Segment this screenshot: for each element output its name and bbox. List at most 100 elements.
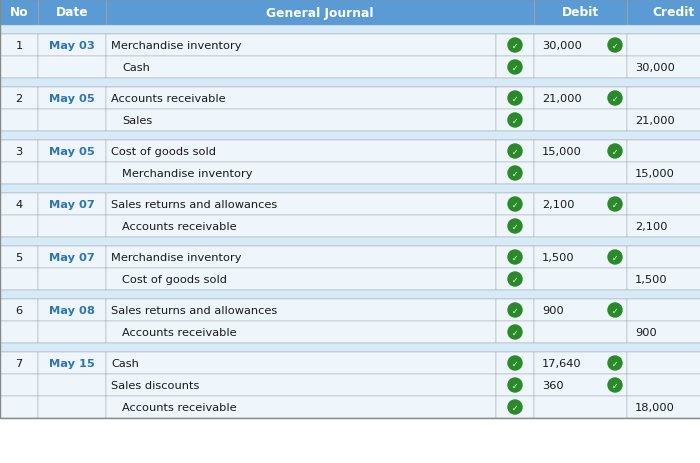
Text: Accounts receivable: Accounts receivable bbox=[122, 402, 237, 412]
Bar bbox=[38, 321, 106, 343]
Text: Sales: Sales bbox=[122, 116, 153, 126]
Text: Sales returns and allowances: Sales returns and allowances bbox=[111, 200, 277, 210]
Text: ✓: ✓ bbox=[512, 63, 518, 72]
Circle shape bbox=[508, 61, 522, 75]
Bar bbox=[106, 352, 496, 374]
Bar bbox=[0, 131, 700, 141]
Bar bbox=[627, 141, 700, 163]
Text: May 05: May 05 bbox=[49, 94, 95, 104]
Bar bbox=[627, 194, 700, 216]
Text: ✓: ✓ bbox=[612, 41, 618, 50]
Circle shape bbox=[608, 356, 622, 370]
Bar bbox=[106, 57, 496, 79]
Bar bbox=[627, 57, 700, 79]
Bar bbox=[534, 35, 627, 57]
Bar bbox=[627, 216, 700, 238]
Circle shape bbox=[608, 198, 622, 212]
Bar bbox=[0, 57, 38, 79]
Bar bbox=[627, 352, 700, 374]
Bar bbox=[106, 300, 496, 321]
Bar bbox=[0, 35, 38, 57]
Bar bbox=[106, 35, 496, 57]
Text: ✓: ✓ bbox=[512, 253, 518, 262]
Circle shape bbox=[608, 250, 622, 264]
Bar bbox=[534, 88, 627, 110]
Text: Cash: Cash bbox=[122, 63, 150, 73]
Text: Merchandise inventory: Merchandise inventory bbox=[122, 169, 253, 179]
Bar bbox=[534, 57, 627, 79]
Text: 2,100: 2,100 bbox=[635, 221, 668, 232]
Text: ✓: ✓ bbox=[612, 147, 618, 156]
Text: Accounts receivable: Accounts receivable bbox=[111, 94, 225, 104]
Bar bbox=[0, 290, 700, 300]
Text: 1: 1 bbox=[15, 41, 22, 51]
Text: 5: 5 bbox=[15, 252, 22, 263]
Bar bbox=[627, 35, 700, 57]
Bar bbox=[38, 194, 106, 216]
Text: ✓: ✓ bbox=[512, 94, 518, 103]
Bar bbox=[38, 163, 106, 185]
Bar bbox=[38, 246, 106, 269]
Bar bbox=[0, 238, 700, 246]
Text: 7: 7 bbox=[15, 358, 22, 368]
Bar bbox=[106, 88, 496, 110]
Bar bbox=[496, 300, 534, 321]
Bar bbox=[0, 396, 38, 418]
Bar bbox=[627, 163, 700, 185]
Text: ✓: ✓ bbox=[612, 200, 618, 209]
Bar bbox=[0, 321, 38, 343]
Bar bbox=[106, 374, 496, 396]
Bar bbox=[0, 246, 38, 269]
Bar bbox=[496, 216, 534, 238]
Circle shape bbox=[508, 198, 522, 212]
Bar bbox=[534, 321, 627, 343]
Bar bbox=[627, 88, 700, 110]
Text: ✓: ✓ bbox=[612, 359, 618, 368]
Bar bbox=[0, 26, 700, 35]
Circle shape bbox=[608, 92, 622, 106]
Text: Accounts receivable: Accounts receivable bbox=[122, 221, 237, 232]
Bar bbox=[106, 110, 496, 131]
Circle shape bbox=[508, 356, 522, 370]
Text: 1,500: 1,500 bbox=[542, 252, 575, 263]
Text: Sales returns and allowances: Sales returns and allowances bbox=[111, 305, 277, 315]
Bar bbox=[106, 269, 496, 290]
Circle shape bbox=[508, 250, 522, 264]
Text: No: No bbox=[10, 6, 28, 19]
Text: 30,000: 30,000 bbox=[635, 63, 675, 73]
Text: Merchandise inventory: Merchandise inventory bbox=[111, 252, 242, 263]
Bar bbox=[534, 269, 627, 290]
Bar bbox=[38, 35, 106, 57]
Bar bbox=[496, 396, 534, 418]
Text: May 08: May 08 bbox=[49, 305, 95, 315]
Bar bbox=[0, 163, 38, 185]
Text: 1,500: 1,500 bbox=[635, 275, 668, 284]
Circle shape bbox=[508, 39, 522, 53]
Circle shape bbox=[508, 378, 522, 392]
Bar bbox=[534, 374, 627, 396]
Bar bbox=[38, 352, 106, 374]
Text: 15,000: 15,000 bbox=[542, 147, 582, 156]
Bar bbox=[496, 246, 534, 269]
Bar bbox=[627, 396, 700, 418]
Text: ✓: ✓ bbox=[512, 169, 518, 178]
Bar bbox=[496, 141, 534, 163]
Bar bbox=[534, 216, 627, 238]
Bar bbox=[0, 343, 700, 352]
Bar bbox=[0, 110, 38, 131]
Circle shape bbox=[508, 303, 522, 317]
Bar bbox=[496, 163, 534, 185]
Bar bbox=[627, 300, 700, 321]
Text: Cost of goods sold: Cost of goods sold bbox=[111, 147, 216, 156]
Text: General Journal: General Journal bbox=[266, 6, 374, 19]
Text: May 03: May 03 bbox=[49, 41, 95, 51]
Bar bbox=[534, 141, 627, 163]
Text: ✓: ✓ bbox=[512, 275, 518, 284]
Text: ✓: ✓ bbox=[512, 359, 518, 368]
Text: 360: 360 bbox=[542, 380, 564, 390]
Circle shape bbox=[608, 303, 622, 317]
Text: ✓: ✓ bbox=[612, 94, 618, 103]
Circle shape bbox=[508, 400, 522, 414]
Text: ✓: ✓ bbox=[512, 222, 518, 231]
Text: May 07: May 07 bbox=[49, 200, 95, 210]
